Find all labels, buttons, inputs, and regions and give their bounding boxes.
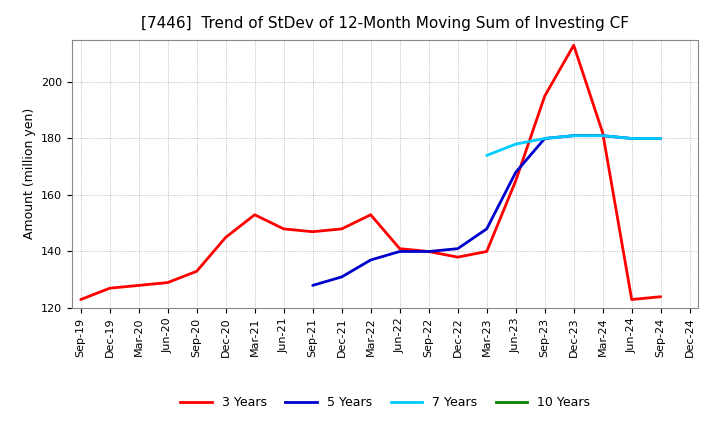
5 Years xyxy=(366,257,375,263)
3 Years xyxy=(221,235,230,240)
Line: 3 Years: 3 Years xyxy=(81,45,661,300)
5 Years xyxy=(482,226,491,231)
3 Years xyxy=(598,130,607,136)
3 Years xyxy=(308,229,317,235)
5 Years xyxy=(454,246,462,251)
7 Years xyxy=(657,136,665,141)
5 Years xyxy=(338,274,346,279)
5 Years xyxy=(570,133,578,138)
5 Years xyxy=(627,136,636,141)
Y-axis label: Amount (million yen): Amount (million yen) xyxy=(22,108,35,239)
5 Years xyxy=(511,170,520,175)
7 Years xyxy=(598,133,607,138)
7 Years xyxy=(570,133,578,138)
3 Years xyxy=(338,226,346,231)
3 Years xyxy=(192,269,201,274)
3 Years xyxy=(424,249,433,254)
3 Years xyxy=(570,43,578,48)
7 Years xyxy=(627,136,636,141)
Title: [7446]  Trend of StDev of 12-Month Moving Sum of Investing CF: [7446] Trend of StDev of 12-Month Moving… xyxy=(141,16,629,32)
3 Years xyxy=(541,93,549,99)
3 Years xyxy=(627,297,636,302)
5 Years xyxy=(541,136,549,141)
3 Years xyxy=(657,294,665,299)
3 Years xyxy=(279,226,288,231)
7 Years xyxy=(541,136,549,141)
Line: 7 Years: 7 Years xyxy=(487,136,661,155)
Legend: 3 Years, 5 Years, 7 Years, 10 Years: 3 Years, 5 Years, 7 Years, 10 Years xyxy=(176,392,595,414)
5 Years xyxy=(308,283,317,288)
3 Years xyxy=(454,254,462,260)
3 Years xyxy=(366,212,375,217)
Line: 5 Years: 5 Years xyxy=(312,136,661,286)
5 Years xyxy=(395,249,404,254)
3 Years xyxy=(105,286,114,291)
7 Years xyxy=(511,142,520,147)
3 Years xyxy=(135,283,143,288)
5 Years xyxy=(657,136,665,141)
5 Years xyxy=(598,133,607,138)
3 Years xyxy=(511,178,520,183)
7 Years xyxy=(482,153,491,158)
5 Years xyxy=(424,249,433,254)
3 Years xyxy=(163,280,172,285)
3 Years xyxy=(251,212,259,217)
3 Years xyxy=(76,297,85,302)
3 Years xyxy=(482,249,491,254)
3 Years xyxy=(395,246,404,251)
